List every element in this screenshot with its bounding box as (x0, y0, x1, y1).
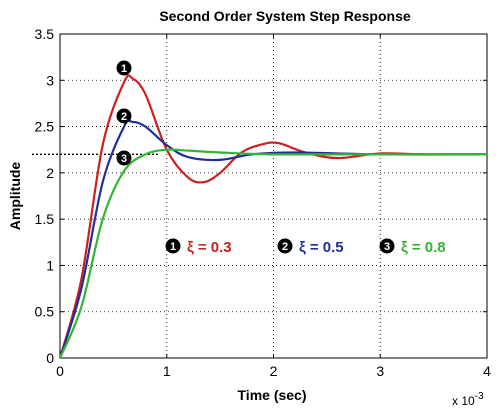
peak-marker-number: 1 (121, 63, 127, 75)
legend-entry-2: ξ = 0.5 (299, 239, 344, 256)
peak-marker-number: 2 (121, 111, 127, 123)
legend-marker-2 (277, 238, 293, 254)
y-tick-label: 3 (46, 72, 54, 88)
y-tick-label: 3.5 (35, 26, 55, 42)
y-tick-label: 1.5 (35, 211, 55, 227)
legend: 1 ξ = 0.3 2 ξ = 0.5 3 ξ = 0.8 (165, 238, 446, 256)
x-tick-label: 4 (483, 363, 491, 379)
peak-marker-1 (116, 60, 132, 76)
legend-marker-3 (379, 238, 395, 254)
peak-markers: 1 2 3 (116, 60, 132, 166)
peak-marker-number: 3 (121, 153, 127, 165)
x-tick-label: 0 (56, 363, 64, 379)
series-lines (58, 74, 488, 359)
axis-ticks: 0 1 2 3 4 0 0.5 1 1.5 2 2.5 3 3.5 (35, 26, 492, 379)
peak-marker-3 (116, 150, 132, 166)
legend-entry-1: ξ = 0.3 (187, 239, 232, 256)
y-tick-label: 2 (46, 165, 54, 181)
legend-marker-number: 1 (170, 241, 176, 253)
series-line-2 (58, 119, 488, 359)
x-tick-label: 1 (163, 363, 171, 379)
legend-marker-1 (165, 238, 181, 254)
x-multiplier-exponent: -3 (475, 391, 484, 402)
peak-marker-2 (116, 108, 132, 124)
series-line-3 (58, 148, 487, 359)
legend-entry-3: ξ = 0.8 (401, 239, 446, 256)
y-axis-label: Amplitude (7, 162, 23, 231)
chart-title: Second Order System Step Response (159, 8, 411, 24)
plot-area (59, 33, 488, 359)
x-multiplier-label: x 10-3 (452, 391, 484, 408)
x-multiplier-base: x 10 (452, 394, 475, 408)
x-tick-label: 3 (376, 363, 384, 379)
y-tick-label: 0.5 (35, 304, 55, 320)
legend-marker-number: 2 (282, 241, 288, 253)
x-tick-label: 2 (270, 363, 278, 379)
y-tick-label: 1 (46, 257, 54, 273)
series-line-1 (58, 74, 488, 359)
y-tick-label: 2.5 (35, 119, 55, 135)
x-axis-label: Time (sec) (238, 387, 307, 403)
y-tick-label: 0 (46, 350, 54, 366)
legend-marker-number: 3 (384, 241, 390, 253)
